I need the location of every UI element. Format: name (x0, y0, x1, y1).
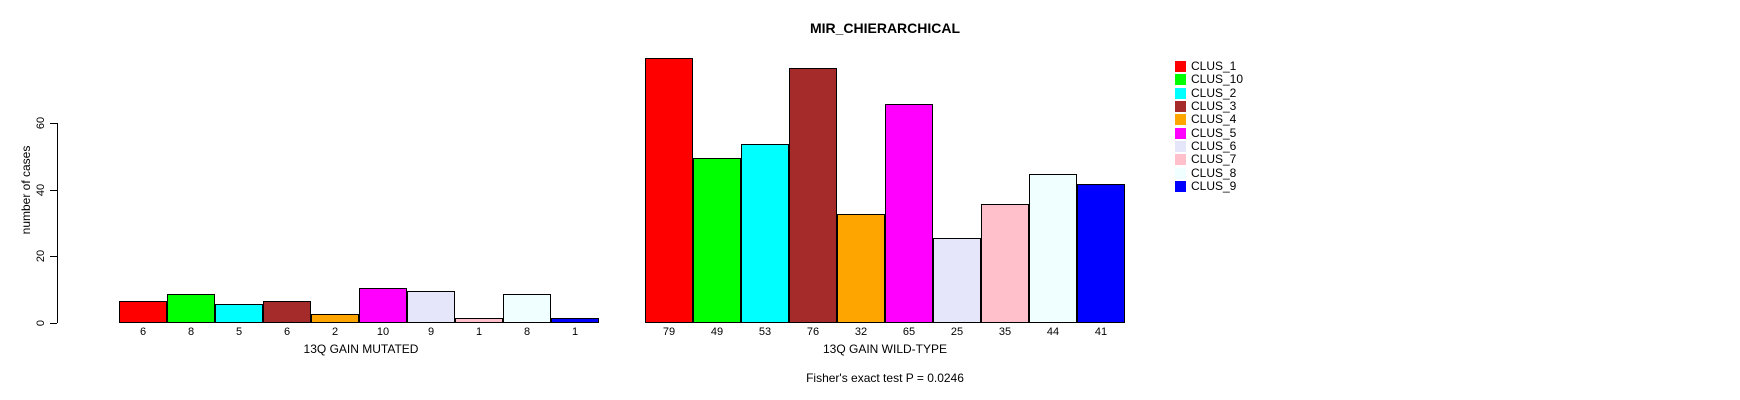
bar-clus_6 (407, 291, 455, 323)
legend-label: CLUS_1 (1191, 59, 1237, 74)
bar-clus_4 (311, 314, 359, 323)
bar-value-label: 1 (475, 326, 483, 338)
y-tick-mark (50, 323, 57, 324)
bar-value-label: 35 (998, 326, 1012, 338)
bar-clus_6 (933, 237, 981, 323)
bar-clus_1 (119, 301, 167, 323)
bar-value-label: 65 (902, 326, 916, 338)
legend-row-clus_10: CLUS_10 (1175, 73, 1243, 86)
x-axis-title-wildtype: 13Q GAIN WILD-TYPE (822, 342, 948, 356)
bar-value-label: 9 (427, 326, 435, 338)
bar-clus_7 (455, 317, 503, 323)
bar-clus_2 (215, 304, 263, 323)
bar-clus_8 (503, 294, 551, 323)
legend-label: CLUS_9 (1191, 178, 1237, 193)
bar-clus_7 (981, 204, 1029, 323)
bar-value-label: 1 (571, 326, 579, 338)
bar-clus_9 (551, 317, 599, 323)
legend-swatch (1175, 87, 1186, 99)
legend-row-clus_7: CLUS_7 (1175, 153, 1243, 166)
bar-value-label: 6 (283, 326, 291, 338)
y-tick-mark (50, 123, 57, 124)
bar-clus_10 (693, 157, 741, 323)
legend-label: CLUS_8 (1191, 165, 1237, 180)
bar-value-label: 76 (806, 326, 820, 338)
bar-clus_9 (1077, 184, 1125, 323)
y-tick-mark (50, 256, 57, 258)
bar-clus_10 (167, 294, 215, 323)
bar-value-label: 2 (331, 326, 339, 338)
bar-clus_5 (359, 287, 407, 323)
legend-row-clus_9: CLUS_9 (1175, 178, 1243, 193)
bar-value-label: 8 (187, 326, 195, 338)
legend-row-clus_6: CLUS_6 (1175, 138, 1243, 153)
legend-swatch (1175, 74, 1186, 86)
bar-clus_2 (741, 144, 789, 323)
legend-swatch (1175, 180, 1186, 192)
bar-clus_1 (645, 57, 693, 323)
y-axis-line (57, 123, 58, 323)
y-tick-label: 60 (35, 116, 47, 130)
legend-row-clus_3: CLUS_3 (1175, 100, 1243, 113)
bar-value-label: 53 (758, 326, 772, 338)
legend-row-clus_5: CLUS_5 (1175, 126, 1243, 139)
bar-clus_3 (789, 67, 837, 323)
y-axis-title: number of cases (19, 145, 33, 235)
bar-clus_8 (1029, 174, 1077, 323)
legend-swatch (1175, 61, 1186, 73)
x-axis-title-mutated: 13Q GAIN MUTATED (303, 342, 419, 356)
legend-row-clus_1: CLUS_1 (1175, 60, 1243, 73)
legend-swatch (1175, 140, 1186, 152)
bar-value-label: 8 (523, 326, 531, 338)
bar-value-label: 49 (710, 326, 724, 338)
y-tick-mark (50, 189, 57, 191)
legend-row-clus_8: CLUS_8 (1175, 166, 1243, 179)
legend-swatch (1175, 127, 1186, 139)
legend-row-clus_2: CLUS_2 (1175, 85, 1243, 100)
bar-value-label: 32 (854, 326, 868, 338)
left-bar-value-labels: 6 8 5 6 2 10 9 1 8 1 (119, 326, 599, 338)
legend: CLUS_1 CLUS_10 CLUS_2 CLUS_3 CLUS_4 CLUS_5 CLU… (1175, 60, 1243, 193)
right-bar-value-labels: 79 49 53 76 32 65 25 35 44 41 (645, 326, 1125, 338)
legend-label: CLUS_3 (1191, 99, 1237, 114)
bar-clus_4 (837, 214, 885, 323)
legend-label: CLUS_2 (1191, 85, 1237, 100)
legend-label: CLUS_6 (1191, 138, 1237, 153)
bar-value-label: 5 (235, 326, 243, 338)
legend-swatch (1175, 114, 1186, 126)
bar-value-label: 25 (950, 326, 964, 338)
bar-value-label: 10 (376, 326, 390, 338)
legend-swatch (1175, 154, 1186, 166)
left-bar-chart (119, 287, 599, 323)
bar-value-label: 44 (1046, 326, 1060, 338)
bar-value-label: 41 (1094, 326, 1108, 338)
legend-label: CLUS_5 (1191, 125, 1237, 140)
legend-swatch (1175, 101, 1186, 113)
y-tick-label: 40 (35, 183, 47, 196)
legend-label: CLUS_7 (1191, 152, 1237, 167)
fisher-test-annotation: Fisher's exact test P = 0.0246 (806, 371, 964, 385)
chart-title: MIR_CHIERARCHICAL (809, 20, 961, 36)
bar-value-label: 79 (662, 326, 676, 338)
bar-value-label: 6 (139, 326, 147, 338)
y-tick-label: 20 (35, 250, 47, 263)
legend-swatch (1175, 167, 1186, 179)
legend-label: CLUS_4 (1191, 112, 1237, 127)
y-tick-label: 0 (35, 319, 47, 327)
right-bar-chart (645, 57, 1125, 323)
legend-label: CLUS_10 (1191, 72, 1244, 87)
legend-row-clus_4: CLUS_4 (1175, 113, 1243, 126)
bar-clus_3 (263, 301, 311, 323)
bar-clus_5 (885, 104, 933, 323)
